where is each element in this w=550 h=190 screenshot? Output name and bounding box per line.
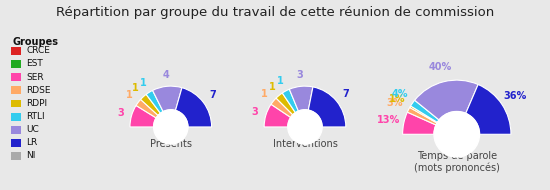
Text: CRCE: CRCE xyxy=(26,46,50,55)
Wedge shape xyxy=(271,98,293,117)
Text: 7: 7 xyxy=(209,90,216,101)
Wedge shape xyxy=(141,94,161,115)
Wedge shape xyxy=(408,108,437,125)
Wedge shape xyxy=(411,100,439,122)
FancyBboxPatch shape xyxy=(11,47,21,55)
FancyBboxPatch shape xyxy=(11,100,21,107)
Text: LR: LR xyxy=(26,138,37,147)
Circle shape xyxy=(153,110,188,144)
Circle shape xyxy=(288,110,322,144)
Text: 3: 3 xyxy=(117,108,124,118)
Wedge shape xyxy=(410,106,437,123)
Text: 3%: 3% xyxy=(387,98,403,108)
Wedge shape xyxy=(146,90,163,113)
Wedge shape xyxy=(466,85,511,134)
Text: RDSE: RDSE xyxy=(26,86,51,95)
Text: 4: 4 xyxy=(163,70,169,80)
Wedge shape xyxy=(152,86,182,112)
Text: 1: 1 xyxy=(126,90,133,101)
Text: 1: 1 xyxy=(132,83,139,93)
Text: UC: UC xyxy=(26,125,39,134)
Wedge shape xyxy=(289,86,313,111)
Wedge shape xyxy=(175,88,212,127)
Text: 3: 3 xyxy=(251,107,258,117)
Text: 1: 1 xyxy=(268,82,275,92)
Wedge shape xyxy=(282,89,299,113)
FancyBboxPatch shape xyxy=(11,152,21,160)
FancyBboxPatch shape xyxy=(11,73,21,81)
Text: SER: SER xyxy=(26,73,44,82)
FancyBboxPatch shape xyxy=(11,113,21,120)
Text: 13%: 13% xyxy=(377,115,400,125)
FancyBboxPatch shape xyxy=(11,126,21,134)
Wedge shape xyxy=(403,112,436,134)
Text: 36%: 36% xyxy=(503,91,526,101)
Text: NI: NI xyxy=(26,151,36,161)
Text: Temps de parole
(mots prononcés): Temps de parole (mots prononcés) xyxy=(414,150,500,173)
Text: RDPI: RDPI xyxy=(26,99,47,108)
Circle shape xyxy=(434,112,480,157)
Text: 40%: 40% xyxy=(428,62,452,72)
Text: EST: EST xyxy=(26,59,43,68)
Text: 1: 1 xyxy=(140,78,147,88)
Wedge shape xyxy=(276,93,295,115)
Text: 7: 7 xyxy=(342,89,349,99)
Text: Présents: Présents xyxy=(150,139,192,149)
Wedge shape xyxy=(136,99,158,118)
Wedge shape xyxy=(264,104,291,127)
Wedge shape xyxy=(415,80,478,120)
Wedge shape xyxy=(130,105,156,127)
Text: Groupes: Groupes xyxy=(13,37,59,47)
Text: 1%: 1% xyxy=(389,94,405,104)
Text: 4%: 4% xyxy=(392,89,409,99)
Wedge shape xyxy=(309,87,346,127)
Text: 1: 1 xyxy=(261,89,268,99)
Text: 3: 3 xyxy=(296,70,303,80)
Text: RTLI: RTLI xyxy=(26,112,45,121)
FancyBboxPatch shape xyxy=(11,139,21,147)
Text: Interventions: Interventions xyxy=(273,139,337,149)
Text: Répartition par groupe du travail de cette réunion de commission: Répartition par groupe du travail de cet… xyxy=(56,6,494,19)
FancyBboxPatch shape xyxy=(11,86,21,94)
FancyBboxPatch shape xyxy=(11,60,21,68)
Text: 1: 1 xyxy=(277,76,284,86)
